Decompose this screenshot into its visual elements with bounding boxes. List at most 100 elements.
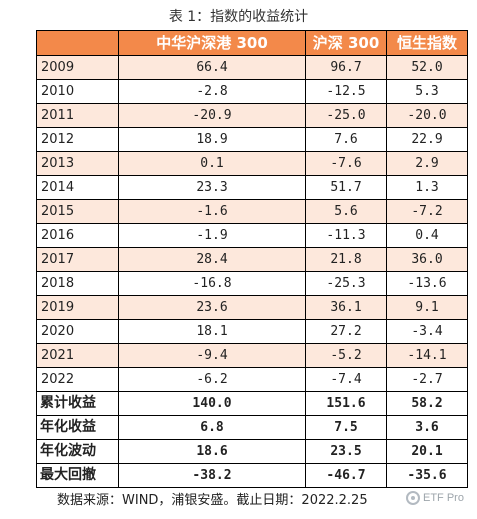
table-cell: 0.1 [118, 151, 306, 176]
table-cell: -3.4 [386, 319, 468, 344]
row-label-year: 2012 [36, 127, 119, 152]
table-cell: 23.6 [118, 295, 306, 320]
table-cell: 22.9 [386, 127, 468, 152]
table-cell: 5.3 [386, 79, 468, 104]
table-cell: -1.6 [118, 199, 306, 224]
row-label-year: 2013 [36, 151, 119, 176]
table-cell: -2.7 [386, 367, 468, 392]
table-title: 表 1：指数的收益统计 [168, 9, 309, 25]
header-hang-seng: 恒生指数 [386, 30, 468, 56]
table-cell: -7.4 [305, 367, 387, 392]
table-cell: 18.1 [118, 319, 306, 344]
table-cell: 23.3 [118, 175, 306, 200]
summary-cell: -46.7 [305, 463, 387, 488]
row-label-year: 2021 [36, 343, 119, 368]
header-corner-cell [36, 30, 119, 56]
header-csi-hk-300: 中华沪深港 300 [118, 30, 306, 56]
row-label-year: 2019 [36, 295, 119, 320]
summary-cell: 23.5 [305, 439, 387, 464]
data-source-note: 数据来源：WIND，浦银安盛。截止日期：2022.2.25 [57, 493, 368, 508]
row-label-metric: 年化波动 [36, 439, 119, 464]
summary-cell: 18.6 [118, 439, 306, 464]
table-body: 2009 66.4 96.7 52.0 2010 -2.8 -12.5 5.3 2011 -20.… [36, 55, 468, 488]
table-row: 2011 -20.9 -25.0 -20.0 [36, 103, 468, 128]
watermark: ETF Pro [406, 491, 464, 505]
row-label-metric: 累计收益 [36, 391, 119, 416]
table-cell: -11.3 [305, 223, 387, 248]
table-cell: 28.4 [118, 247, 306, 272]
table-cell: -2.8 [118, 79, 306, 104]
row-label-year: 2009 [36, 55, 119, 80]
table-cell: -25.3 [305, 271, 387, 296]
table-cell: 51.7 [305, 175, 387, 200]
table-cell: 36.1 [305, 295, 387, 320]
table-row: 2010 -2.8 -12.5 5.3 [36, 79, 468, 104]
table-cell: 66.4 [118, 55, 306, 80]
table-cell: 7.6 [305, 127, 387, 152]
summary-cell: 6.8 [118, 415, 306, 440]
table-cell: -14.1 [386, 343, 468, 368]
table-cell: -5.2 [305, 343, 387, 368]
row-label-year: 2014 [36, 175, 119, 200]
table-cell: -1.9 [118, 223, 306, 248]
summary-cell: -38.2 [118, 463, 306, 488]
table-row: 2021 -9.4 -5.2 -14.1 [36, 343, 468, 368]
table-row: 2017 28.4 21.8 36.0 [36, 247, 468, 272]
table-row: 2022 -6.2 -7.4 -2.7 [36, 367, 468, 392]
table-cell: -13.6 [386, 271, 468, 296]
table-cell: 0.4 [386, 223, 468, 248]
table-row: 2014 23.3 51.7 1.3 [36, 175, 468, 200]
row-label-year: 2016 [36, 223, 119, 248]
table-cell: 9.1 [386, 295, 468, 320]
summary-row: 年化收益 6.8 7.5 3.6 [36, 415, 468, 440]
watermark-text: ETF Pro [423, 492, 464, 504]
table-row: 2016 -1.9 -11.3 0.4 [36, 223, 468, 248]
summary-cell: 151.6 [305, 391, 387, 416]
row-label-year: 2015 [36, 199, 119, 224]
table-cell: -25.0 [305, 103, 387, 128]
table-cell: -7.2 [386, 199, 468, 224]
table-row: 2020 18.1 27.2 -3.4 [36, 319, 468, 344]
summary-cell: 20.1 [386, 439, 468, 464]
header-csi-300: 沪深 300 [305, 30, 387, 56]
summary-row: 最大回撤 -38.2 -46.7 -35.6 [36, 463, 468, 488]
summary-cell: -35.6 [386, 463, 468, 488]
summary-row: 年化波动 18.6 23.5 20.1 [36, 439, 468, 464]
watermark-logo-icon [406, 491, 420, 505]
table-row: 2012 18.9 7.6 22.9 [36, 127, 468, 152]
table-cell: 36.0 [386, 247, 468, 272]
table-row: 2018 -16.8 -25.3 -13.6 [36, 271, 468, 296]
table-cell: 96.7 [305, 55, 387, 80]
table-row: 2019 23.6 36.1 9.1 [36, 295, 468, 320]
row-label-year: 2018 [36, 271, 119, 296]
table-cell: 18.9 [118, 127, 306, 152]
row-label-year: 2022 [36, 367, 119, 392]
table-cell: 2.9 [386, 151, 468, 176]
returns-table: 中华沪深港 300 沪深 300 恒生指数 2009 66.4 96.7 52.0 20… [36, 30, 468, 488]
table-cell: -6.2 [118, 367, 306, 392]
row-label-year: 2020 [36, 319, 119, 344]
table-row: 2013 0.1 -7.6 2.9 [36, 151, 468, 176]
table-cell: 1.3 [386, 175, 468, 200]
row-label-metric: 年化收益 [36, 415, 119, 440]
row-label-year: 2017 [36, 247, 119, 272]
table-row: 2015 -1.6 5.6 -7.2 [36, 199, 468, 224]
table-header-row: 中华沪深港 300 沪深 300 恒生指数 [36, 30, 468, 56]
table-cell: -9.4 [118, 343, 306, 368]
row-label-year: 2010 [36, 79, 119, 104]
summary-cell: 140.0 [118, 391, 306, 416]
table-cell: -20.9 [118, 103, 306, 128]
table-cell: -16.8 [118, 271, 306, 296]
table-cell: 21.8 [305, 247, 387, 272]
table-cell: -7.6 [305, 151, 387, 176]
table-cell: 27.2 [305, 319, 387, 344]
row-label-metric: 最大回撤 [36, 463, 119, 488]
table-cell: 5.6 [305, 199, 387, 224]
summary-cell: 58.2 [386, 391, 468, 416]
summary-cell: 7.5 [305, 415, 387, 440]
summary-row: 累计收益 140.0 151.6 58.2 [36, 391, 468, 416]
table-cell: 52.0 [386, 55, 468, 80]
table-cell: -12.5 [305, 79, 387, 104]
table-row: 2009 66.4 96.7 52.0 [36, 55, 468, 80]
table-cell: -20.0 [386, 103, 468, 128]
